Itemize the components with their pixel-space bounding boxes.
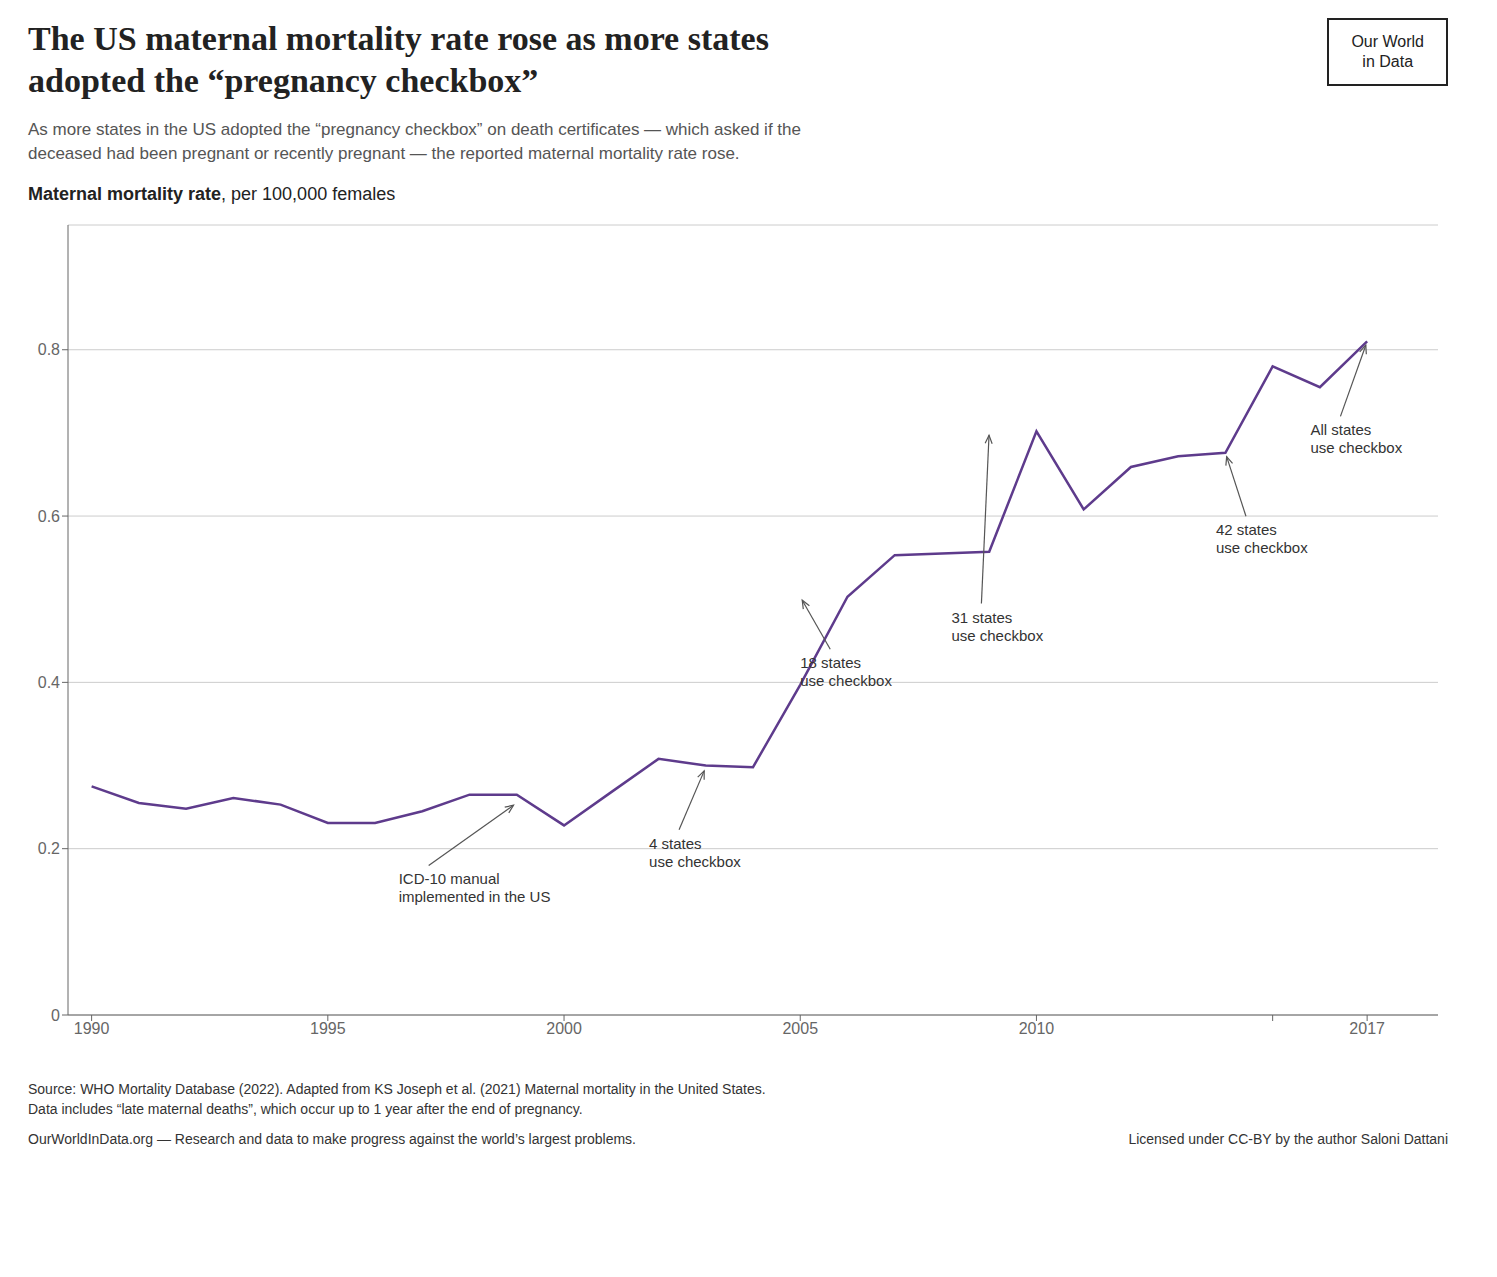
svg-text:2000: 2000 (546, 1020, 582, 1037)
svg-text:2010: 2010 (1019, 1020, 1055, 1037)
svg-text:18 statesuse checkbox: 18 statesuse checkbox (800, 654, 892, 689)
html-text:Licensed under CC-BY by the au: Licensed under CC-BY by the author Salon… (1128, 1131, 1448, 1147)
svg-text:0.2: 0.2 (38, 840, 60, 857)
svg-text:42 statesuse checkbox: 42 statesuse checkbox (1216, 521, 1308, 556)
svg-text:0.4: 0.4 (38, 674, 60, 691)
html-text:The US maternal mortality rate: The US maternal mortality rate rose as m… (28, 20, 769, 99)
html-text:As more states in the US adopt: As more states in the US adopted the “pr… (28, 120, 801, 163)
html-text:OurWorldInData.org — Research: OurWorldInData.org — Research and data t… (28, 1131, 636, 1147)
svg-text:0.6: 0.6 (38, 508, 60, 525)
svg-text:4 statesuse checkbox: 4 statesuse checkbox (649, 835, 741, 870)
svg-text:All statesuse checkbox: All statesuse checkbox (1310, 421, 1402, 456)
svg-text:1995: 1995 (310, 1020, 346, 1037)
html-text:Data includes “late maternal d: Data includes “late maternal deaths”, wh… (28, 1101, 583, 1117)
html-text:Source: WHO Mortality Database: Source: WHO Mortality Database (2022). A… (28, 1081, 766, 1097)
svg-text:0: 0 (51, 1007, 60, 1024)
svg-text:1990: 1990 (74, 1020, 110, 1037)
html-text:Our World in Data: Our World in Data (1351, 33, 1424, 70)
svg-text:2005: 2005 (782, 1020, 818, 1037)
svg-text:31 statesuse checkbox: 31 statesuse checkbox (951, 609, 1043, 644)
svg-text:2017: 2017 (1349, 1020, 1385, 1037)
svg-text:ICD-10 manualimplemented in th: ICD-10 manualimplemented in the US (399, 870, 551, 905)
svg-text:0.8: 0.8 (38, 341, 60, 358)
html-text:Maternal mortality rate, per 1: Maternal mortality rate, per 100,000 fem… (28, 184, 396, 204)
